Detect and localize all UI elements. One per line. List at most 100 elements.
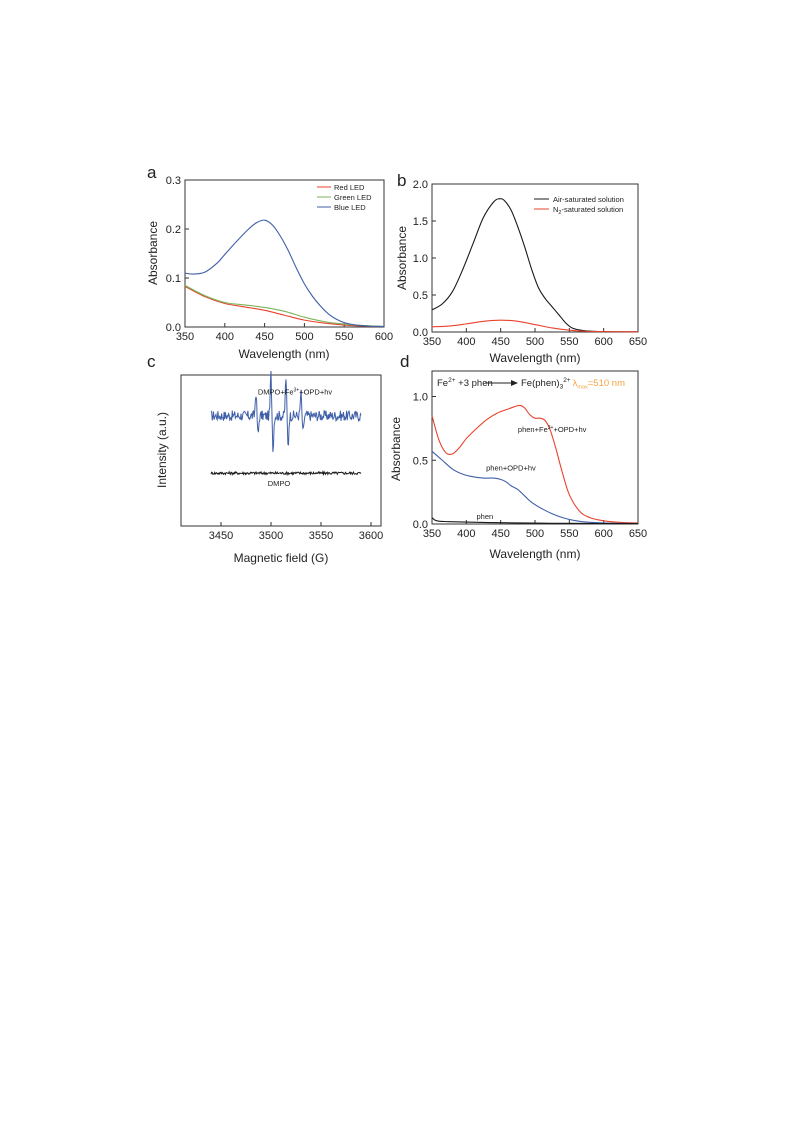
- panel-a: a 350 400 450 500 550 600 0.0 0.1 0.2 0.3 Red LED…: [146, 163, 393, 361]
- reaction-fe-sup: 2+: [448, 377, 456, 384]
- panel-b-xtick-label: 450: [491, 336, 509, 348]
- reaction-product: Fe(phen): [521, 378, 560, 389]
- panel-d-reaction-right: Fe(phen)32+ λmax=510 nm: [521, 377, 625, 391]
- legend-n2-rest: -saturated solution: [561, 205, 623, 214]
- panel-d-ytick-label: 0.0: [413, 519, 428, 531]
- panel-d-plot: 350 400 450 500 550 600 650 0.0 0.5 1.0 phen+Fe3++…: [413, 392, 647, 541]
- panel-a-xtick-label: 400: [216, 331, 234, 343]
- panel-b-legend: Air-saturated solution N2-saturated solu…: [534, 195, 624, 216]
- panel-a-ytick-label: 0.1: [166, 273, 181, 285]
- panel-d-xtick-label: 500: [526, 528, 544, 540]
- annotation-rest: +OPD+hv: [299, 388, 332, 397]
- panel-d-ytick-label: 0.5: [413, 455, 428, 467]
- panel-a-plot: 350 400 450 500 550 600 0.0 0.1 0.2 0.3: [166, 175, 393, 343]
- panel-b-xtick-label: 550: [560, 336, 578, 348]
- panel-d-series-line-0: [431, 404, 639, 524]
- panel-a-series-line-2: [184, 219, 385, 328]
- panel-d-xtick-label: 450: [491, 528, 509, 540]
- panel-b-xtick-label: 600: [594, 336, 612, 348]
- legend-label-blue-led: Blue LED: [334, 203, 366, 212]
- panel-b-xlabel: Wavelength (nm): [490, 351, 581, 365]
- panel-d-ytick-label: 1.0: [413, 392, 428, 404]
- legend-n2-sub: 2: [558, 210, 561, 216]
- panel-b-xtick-label: 400: [457, 336, 475, 348]
- panel-b-ytick-label: 2.0: [413, 179, 428, 191]
- panel-a-xtick-label: 550: [335, 331, 353, 343]
- annotation-sup: 3+: [548, 425, 554, 431]
- panel-d-series-line-2: [431, 517, 639, 525]
- panel-c-series-line-0: [210, 371, 362, 452]
- panel-c-frame: [180, 374, 382, 527]
- panel-d-reaction-left: Fe2+ +3 phen: [437, 377, 493, 389]
- panel-a-series-line-1: [184, 284, 385, 328]
- reaction-product-sub: 3: [560, 384, 564, 391]
- legend-n2-base: N: [553, 205, 558, 214]
- panel-d-series-line-1: [431, 450, 639, 525]
- reaction-fe: Fe: [437, 378, 448, 389]
- annotation-sup: 3+: [294, 388, 300, 394]
- legend-label-air-saturated: Air-saturated solution: [553, 195, 624, 204]
- panel-d-xtick-label: 650: [629, 528, 647, 540]
- reaction-phen: +3 phen: [456, 378, 493, 389]
- panel-d-xtick-label: 400: [457, 528, 475, 540]
- panel-c-series-line-1: [210, 470, 362, 477]
- panel-b-plot: 350 400 450 500 550 600 650 0.0 0.5 1.0 1.5 2.0: [413, 179, 647, 348]
- reaction-lambda-value: =510 nm: [588, 378, 625, 389]
- panel-c-plot: 3450 3500 3550 3600 DMPO+Fe3++OPD+hv DMPO: [209, 371, 383, 542]
- reaction-lambda-sub: max: [577, 385, 588, 391]
- panel-b-ytick-label: 0.0: [413, 327, 428, 339]
- panel-d-letter: d: [400, 352, 409, 371]
- panel-a-frame: [184, 179, 385, 328]
- legend-label-n2-saturated: N2-saturated solution: [553, 205, 623, 216]
- panel-a-ytick-label: 0.2: [166, 224, 181, 236]
- panel-a-xtick-label: 500: [295, 331, 313, 343]
- annotation-text: phen: [477, 512, 494, 521]
- panel-c-xtick-label: 3500: [259, 530, 283, 542]
- panel-a-ytick-label: 0.3: [166, 175, 181, 187]
- panel-b-xtick-label: 650: [629, 336, 647, 348]
- panel-d-frame: [431, 370, 639, 525]
- panel-a-xtick-label: 450: [255, 331, 273, 343]
- panel-d-xlabel: Wavelength (nm): [490, 547, 581, 561]
- legend-label-green-led: Green LED: [334, 193, 372, 202]
- panel-b-ylabel: Absorbance: [395, 226, 409, 290]
- reaction-lambda: λ: [573, 378, 578, 389]
- panel-c-annotation-0: DMPO+Fe3++OPD+hv: [258, 388, 333, 397]
- annotation-rest: +OPD+hv: [553, 425, 586, 434]
- panel-a-xtick-label: 350: [176, 331, 194, 343]
- panel-b-series-line-1: [431, 319, 639, 333]
- panel-a-xlabel: Wavelength (nm): [239, 347, 330, 361]
- panel-a-xtick-label: 600: [375, 331, 393, 343]
- panel-c-letter: c: [147, 352, 156, 371]
- annotation-text: DMPO: [268, 479, 291, 488]
- panel-d-annotation-2: phen: [477, 512, 494, 521]
- panel-d-xtick-label: 550: [560, 528, 578, 540]
- panel-c-xlabel: Magnetic field (G): [234, 551, 329, 565]
- panel-b-letter: b: [397, 171, 406, 190]
- panel-d-annotation-1: phen+OPD+hv: [486, 463, 536, 472]
- annotation-text: DMPO+Fe: [258, 388, 294, 397]
- legend-label-red-led: Red LED: [334, 183, 365, 192]
- panel-a-ytick-label: 0.0: [166, 322, 181, 334]
- reaction-product-sup: 2+: [563, 377, 571, 384]
- panel-b-xtick-label: 350: [423, 336, 441, 348]
- panel-d-ylabel: Absorbance: [389, 417, 403, 481]
- panel-d-xtick-label: 600: [594, 528, 612, 540]
- panel-a-series-line-0: [184, 285, 385, 328]
- panel-c-annotation-1: DMPO: [268, 479, 291, 488]
- panel-b-ytick-label: 1.5: [413, 216, 428, 228]
- annotation-text: phen+OPD+hv: [486, 463, 536, 472]
- panel-a-ylabel: Absorbance: [146, 221, 160, 285]
- panel-b-ytick-label: 1.0: [413, 253, 428, 265]
- panel-b: b 350 400 450 500 550 600 650 0.0 0.5 1.0 1.5 2.0 A…: [395, 171, 647, 365]
- panel-b-xtick-label: 500: [526, 336, 544, 348]
- panel-c-xtick-label: 3450: [209, 530, 233, 542]
- reaction-arrow-head: [511, 380, 518, 386]
- panel-c-ylabel: Intensity (a.u.): [155, 412, 169, 488]
- panel-a-legend: Red LED Green LED Blue LED: [317, 183, 372, 212]
- panel-c-xtick-label: 3600: [359, 530, 383, 542]
- panel-d: d 350 400 450 500 550 600 6500.00.51.0phen+Fe3…: [389, 352, 647, 561]
- panel-d-xtick-label: 350: [423, 528, 441, 540]
- annotation-text: phen+Fe: [518, 425, 548, 434]
